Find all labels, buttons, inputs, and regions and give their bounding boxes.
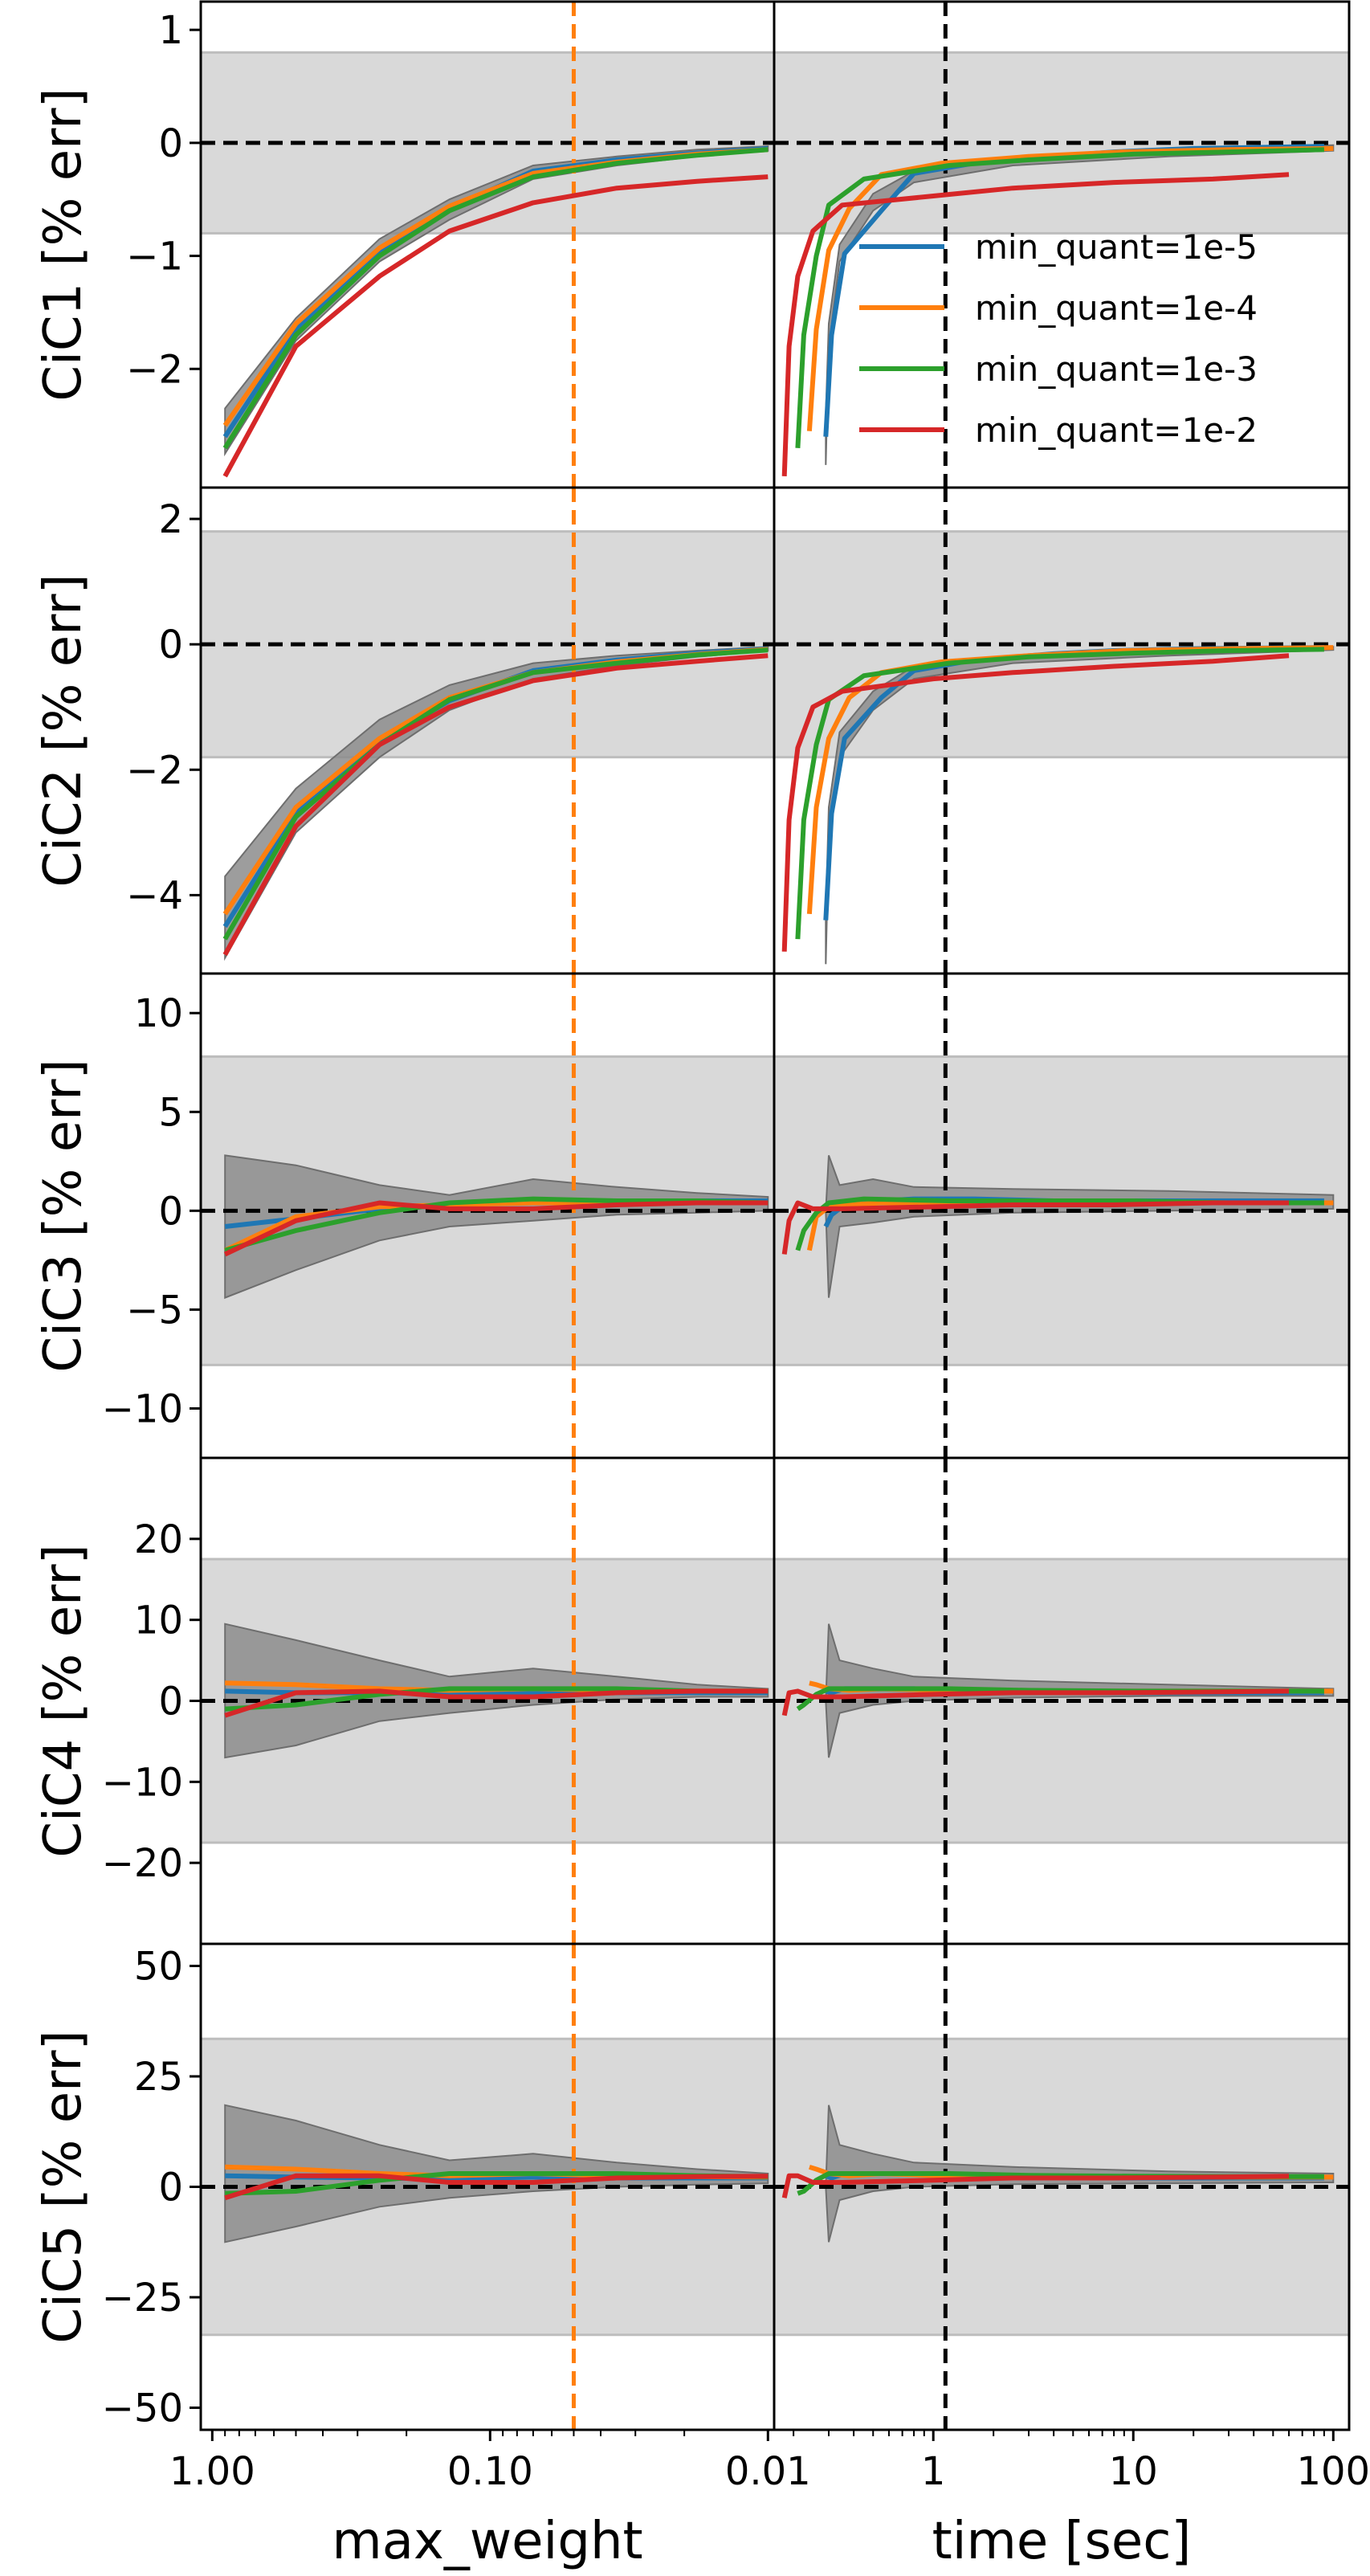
tolerance-band [201,51,774,235]
panel-row4-col2 [774,1458,1349,1944]
legend-entry: min_quant=1e-3 [975,349,1258,389]
x-tick-label: 10 [1109,2449,1158,2494]
y-tick-label: 10 [134,991,183,1036]
y-tick-label: 0 [158,1189,183,1234]
y-tick-label: −4 [126,873,183,918]
panel-row2-col1 [201,488,774,974]
y-axis-label: CiC4 [% err] [34,1544,93,1857]
y-axis-label: CiC3 [% err] [34,1059,93,1372]
series-line-min-quant-1e-2 [224,2173,769,2201]
series-line-min-quant-1e-3 [795,147,1324,448]
series-line-min-quant-1e-2 [224,1688,769,1718]
y-axis-label: CiC1 [% err] [34,88,93,401]
legend-entry: min_quant=1e-2 [975,410,1258,450]
y-tick-label: −1 [126,235,183,280]
y-tick-label: 10 [134,1598,183,1643]
y-tick-label: 0 [158,121,183,166]
series-line-min-quant-1e-2 [222,653,769,957]
legend-entry: min_quant=1e-4 [975,288,1258,328]
x-tick-label: 0.01 [725,2449,811,2494]
y-axis-label: CiC2 [% err] [34,574,93,887]
y-tick-label: −25 [102,2276,183,2321]
x-tick-label: 100 [1296,2449,1370,2494]
series-line-min-quant-1e-2 [222,174,769,478]
panel-row2-col2 [774,488,1349,974]
y-tick-label: 0 [158,2166,183,2211]
series-line-min-quant-1e-3 [222,147,769,450]
series-line-min-quant-1e-2 [781,1688,1290,1717]
y-tick-label: 25 [134,2055,183,2100]
y-tick-label: 20 [134,1517,183,1562]
x-axis-label: max_weight [332,2512,642,2571]
panel-row1-col2 [774,2,1349,488]
panel-row5-col1 [201,1944,774,2430]
panel-row4-col1 [201,1458,774,1944]
y-axis-label: CiC5 [% err] [34,2030,93,2343]
tolerance-band [201,530,774,759]
y-tick-label: −2 [126,748,183,793]
y-tick-label: −5 [126,1288,183,1333]
series-line-min-quant-1e-2 [781,1200,1289,1255]
y-tick-label: 1 [158,8,183,53]
y-tick-label: −2 [126,347,183,392]
series-line-min-quant-1e-3 [795,647,1324,940]
y-tick-label: −20 [102,1841,183,1886]
y-tick-label: −10 [102,1386,183,1431]
panel-row3-col2 [774,974,1349,1458]
y-tick-label: 5 [158,1090,183,1135]
series-line-min-quant-1e-2 [781,172,1290,477]
y-tick-label: 2 [158,497,183,542]
series-line-min-quant-1e-2 [223,1200,769,1257]
panel-row3-col1 [201,974,774,1458]
y-tick-label: 50 [134,1945,183,1990]
x-axis-label: time [sec] [932,2512,1192,2571]
panel-row1-col1 [201,2,774,488]
x-tick-label: 1.00 [169,2449,255,2494]
y-tick-label: 0 [158,1680,183,1725]
tolerance-band [774,51,1349,235]
x-tick-label: 0.10 [447,2449,533,2494]
legend: min_quant=1e-5 min_quant=1e-4 min_quant=1e… [859,227,1258,450]
y-tick-label: −50 [102,2386,183,2431]
x-tick-label: 1 [921,2449,946,2494]
y-tick-label: 0 [158,623,183,667]
series-line-min-quant-1e-2 [781,2173,1290,2198]
y-tick-label: −10 [102,1760,183,1805]
legend-entry: min_quant=1e-5 [975,227,1258,267]
series-line-min-quant-1e-2 [781,653,1290,952]
panel-frame [773,1942,1351,2431]
panel-row5-col2 [774,1944,1349,2430]
series-line-min-quant-1e-3 [222,647,769,941]
